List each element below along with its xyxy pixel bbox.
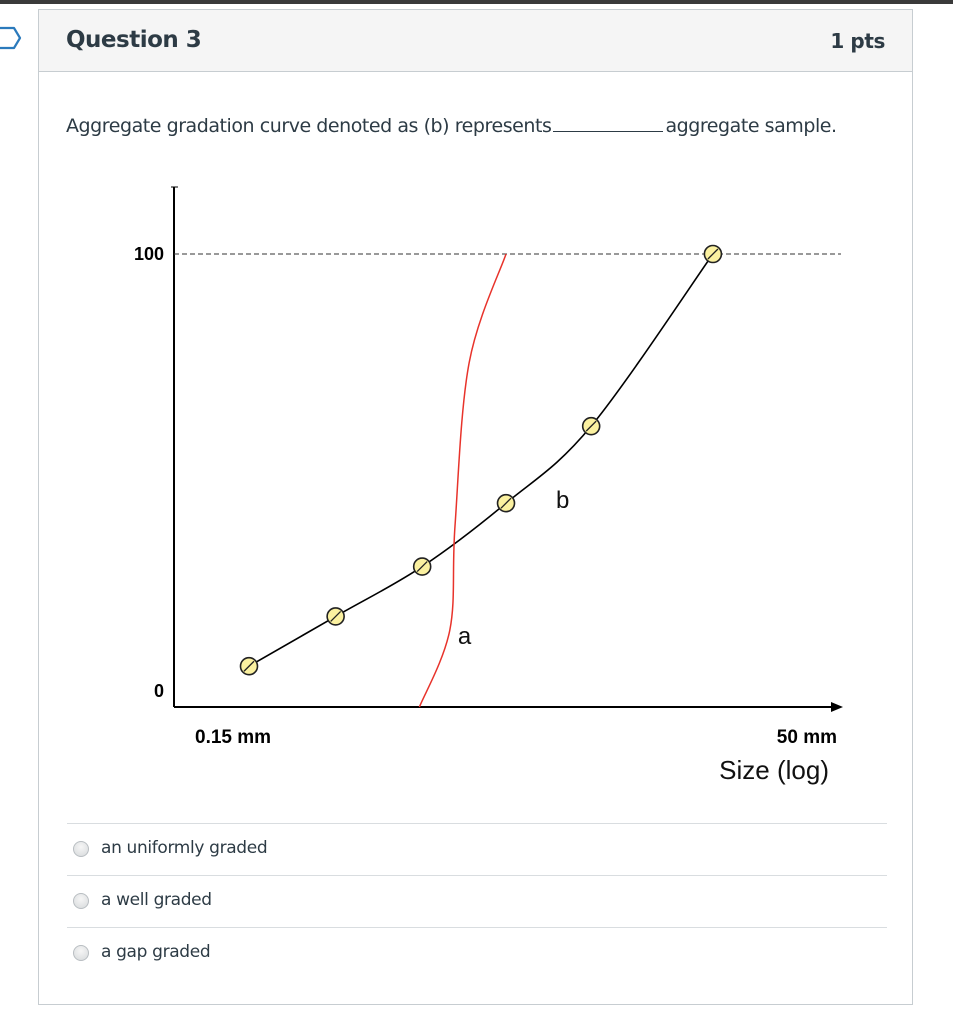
question-text-before: Aggregate gradation curve denoted as (b)… bbox=[66, 115, 552, 137]
y-tick-label: 100 bbox=[134, 244, 164, 264]
question-card: Question 3 1 pts Aggregate gradation cur… bbox=[38, 9, 913, 1005]
y-tick-label: 0 bbox=[154, 681, 164, 701]
radio-button[interactable] bbox=[73, 893, 89, 909]
gradation-chart: 100 0 0.15 mm 50 mm Size (log) b a bbox=[134, 186, 843, 785]
data-point-slash bbox=[500, 497, 512, 509]
x-tick-label: 50 mm bbox=[777, 727, 837, 748]
series-label-a: a bbox=[458, 623, 472, 650]
series-line-a bbox=[418, 253, 507, 708]
data-point-slash bbox=[585, 420, 597, 432]
x-tick-label: 0.15 mm bbox=[195, 727, 271, 748]
answer-option-1[interactable]: an uniformly graded bbox=[67, 823, 887, 875]
x-axis-arrow bbox=[831, 702, 843, 712]
radio-button[interactable] bbox=[73, 841, 89, 857]
answer-option-3[interactable]: a gap graded bbox=[67, 927, 887, 979]
series-line-b bbox=[248, 253, 714, 667]
radio-button[interactable] bbox=[73, 945, 89, 961]
data-point-slash bbox=[330, 610, 342, 622]
top-rule bbox=[0, 0, 953, 4]
series-label-b: b bbox=[556, 487, 569, 514]
answer-list: an uniformly graded a well graded a gap … bbox=[67, 823, 887, 979]
question-header: Question 3 1 pts bbox=[39, 10, 912, 72]
answer-blank bbox=[553, 130, 664, 132]
x-axis-label: Size (log) bbox=[719, 755, 829, 785]
question-title: Question 3 bbox=[66, 27, 202, 53]
data-point-slash bbox=[416, 561, 428, 573]
question-text-after: aggregate sample. bbox=[665, 115, 837, 137]
question-points: 1 pts bbox=[830, 29, 885, 53]
answer-option-2[interactable]: a well graded bbox=[67, 875, 887, 927]
question-flag-icon[interactable] bbox=[0, 26, 24, 50]
answer-label: a gap graded bbox=[101, 942, 211, 962]
question-text: Aggregate gradation curve denoted as (b)… bbox=[66, 115, 896, 137]
answer-label: a well graded bbox=[101, 890, 212, 910]
answer-label: an uniformly graded bbox=[101, 838, 268, 858]
data-point-slash bbox=[243, 660, 255, 672]
data-point-slash bbox=[707, 248, 719, 260]
